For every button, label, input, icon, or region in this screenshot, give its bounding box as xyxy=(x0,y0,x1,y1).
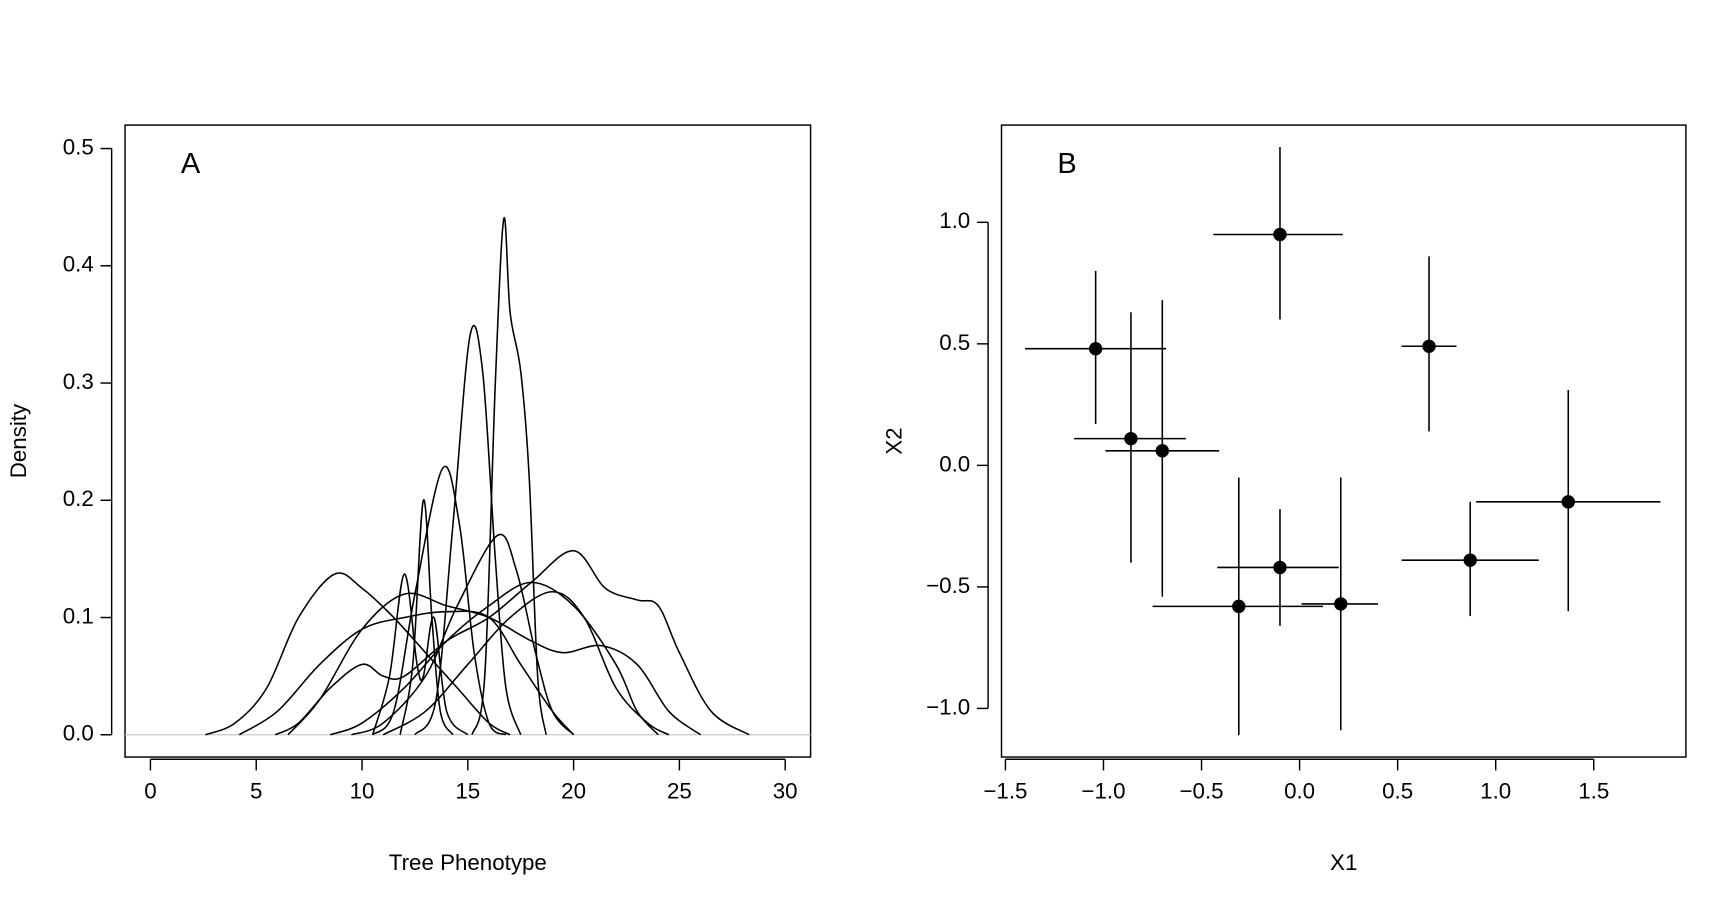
x-tick-label: 20 xyxy=(561,779,586,804)
point xyxy=(1273,560,1287,575)
plot-frame xyxy=(1000,124,1687,758)
y-tick-label: 0.0 xyxy=(939,451,970,476)
density-curve xyxy=(414,324,522,736)
density-curve xyxy=(274,549,750,736)
y-tick-label: 0.0 xyxy=(63,721,94,746)
x-tick-label: 30 xyxy=(773,779,798,804)
x-tick-label: 10 xyxy=(350,779,375,804)
point xyxy=(1422,339,1436,353)
point xyxy=(1155,444,1170,458)
density-curve xyxy=(351,533,575,736)
panel: −1.5 −1.0 −0.5 0.0 0.5 1.0 1.5 −1.0 −0.5 0.0 0.5 1.… xyxy=(881,124,1687,875)
point xyxy=(1273,227,1287,242)
density-curve xyxy=(399,499,454,736)
x-axis-label: X1 xyxy=(1330,850,1357,875)
y-axis-label: Density xyxy=(6,403,31,478)
density-curve xyxy=(205,572,511,736)
y-tick-label: 0.2 xyxy=(63,486,94,511)
point xyxy=(1463,553,1477,567)
x-tick-label: 5 xyxy=(250,779,262,804)
y-tick-label: −0.5 xyxy=(926,573,970,598)
x-tick-label: 15 xyxy=(455,779,480,804)
density-curve xyxy=(372,465,507,736)
density-curve xyxy=(371,573,469,736)
y-tick-label: 0.3 xyxy=(63,369,94,394)
panel-label: A xyxy=(181,148,201,180)
x-tick-label: −0.5 xyxy=(1179,779,1223,804)
x-tick-label: −1.5 xyxy=(983,779,1027,804)
density-curve xyxy=(330,581,659,736)
y-tick-label: 0.5 xyxy=(63,134,94,159)
x-tick-label: 25 xyxy=(667,779,692,804)
y-tick-label: 0.5 xyxy=(939,330,970,355)
point xyxy=(1232,599,1246,614)
density-curve xyxy=(238,610,575,736)
point xyxy=(1334,597,1348,611)
point xyxy=(1561,495,1575,509)
x-tick-label: 0 xyxy=(144,779,156,804)
point xyxy=(1124,431,1138,446)
panel-label: B xyxy=(1057,148,1076,180)
x-axis-label: Tree Phenotype xyxy=(389,850,547,875)
x-tick-label: −1.0 xyxy=(1081,779,1125,804)
density-curve xyxy=(471,217,547,735)
y-tick-label: 0.1 xyxy=(63,603,94,628)
density-curve xyxy=(287,592,702,736)
y-tick-label: 0.4 xyxy=(63,252,94,277)
y-tick-label: −1.0 xyxy=(926,694,970,719)
plot-frame xyxy=(124,124,812,758)
density-curve xyxy=(382,590,670,736)
point xyxy=(1088,342,1103,356)
x-tick-label: 0.0 xyxy=(1284,779,1315,804)
x-tick-label: 1.0 xyxy=(1480,779,1511,804)
x-tick-label: 0.5 xyxy=(1382,779,1413,804)
x-tick-label: 1.5 xyxy=(1578,779,1609,804)
panel: 0 5 10 15 20 25 30 0.0 0.1 0.2 0.3 0.4 0.5 Tree Pheno… xyxy=(6,124,812,875)
y-tick-label: 1.0 xyxy=(939,208,970,233)
y-axis-label: X2 xyxy=(881,427,906,454)
